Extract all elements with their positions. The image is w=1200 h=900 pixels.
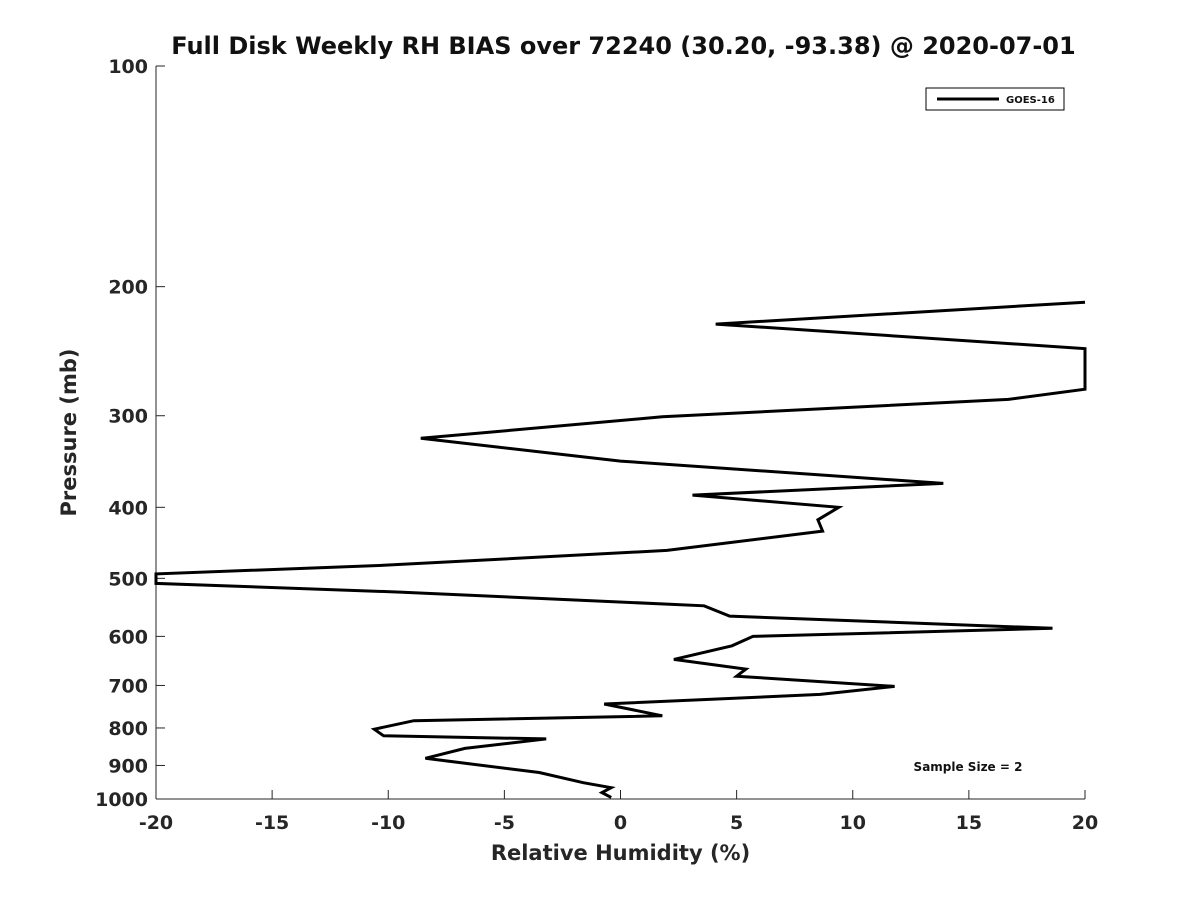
- y-tick-label: 600: [108, 626, 148, 648]
- y-tick-label: 200: [108, 277, 148, 299]
- legend: GOES-16: [925, 87, 1065, 111]
- x-tick-label: -15: [255, 812, 289, 834]
- x-tick-label: -10: [371, 812, 405, 834]
- y-axis-label: Pressure (mb): [57, 349, 81, 517]
- x-tick-label: 10: [840, 812, 866, 834]
- y-tick-label: 700: [108, 675, 148, 697]
- y-tick-label: 100: [108, 56, 148, 78]
- sample-size-annotation: Sample Size = 2: [914, 760, 1023, 774]
- y-tick-label: 400: [108, 497, 148, 519]
- x-tick-label: -5: [494, 812, 515, 834]
- legend-label-goes16: GOES-16: [1006, 95, 1055, 106]
- y-tick-label: 900: [108, 755, 148, 777]
- x-tick-label: 5: [730, 812, 743, 834]
- y-tick-label: 800: [108, 718, 148, 740]
- y-tick-label: 1000: [95, 789, 148, 811]
- plot-area: -20 -15 -10 -5 0 5 10 15 20 100 200 300 400 500 600 700…: [95, 56, 1098, 834]
- y-tick-label: 300: [108, 406, 148, 428]
- x-tick-label: 20: [1072, 812, 1098, 834]
- chart-title: Full Disk Weekly RH BIAS over 72240 (30.…: [171, 32, 1075, 60]
- x-tick-label: -20: [139, 812, 173, 834]
- x-tick-label: 0: [614, 812, 627, 834]
- series-line-goes16: [154, 300, 1087, 799]
- x-axis-label: Relative Humidity (%): [491, 841, 750, 865]
- x-tick-label: 15: [956, 812, 982, 834]
- y-tick-label: 500: [108, 568, 148, 590]
